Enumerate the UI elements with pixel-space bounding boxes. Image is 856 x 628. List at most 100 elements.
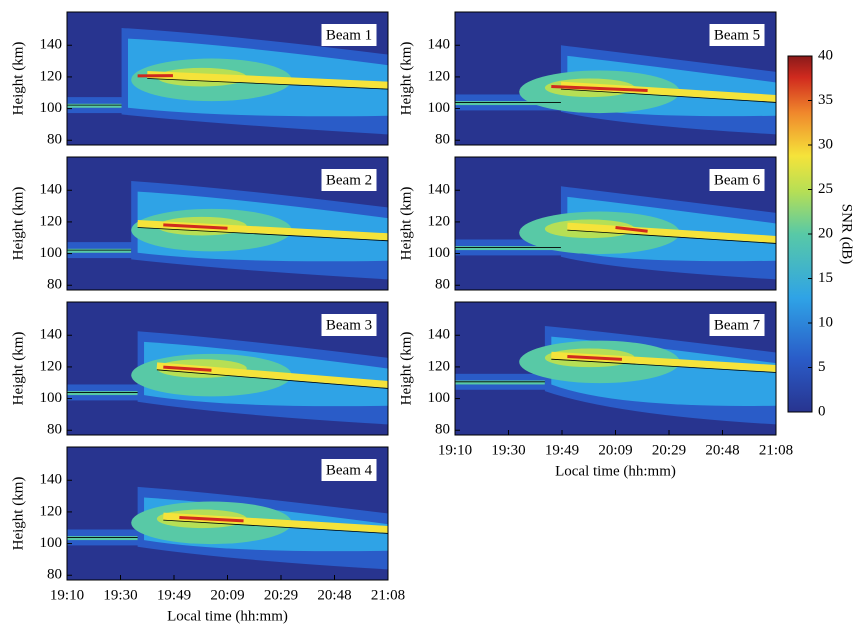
contour-line xyxy=(67,227,388,251)
y-tick-label: 140 xyxy=(428,182,451,198)
contour-line xyxy=(455,358,776,383)
y-tick-label: 120 xyxy=(40,213,63,229)
panel: 80 100 120 140 Height (km) Beam 1 xyxy=(10,11,389,148)
panel: 80 100 120 140 Height (km) Beam 5 xyxy=(398,11,777,148)
peak-layer xyxy=(615,226,648,233)
y-tick-label: 80 xyxy=(47,277,62,293)
y-tick-label: 80 xyxy=(47,422,62,438)
contour-line xyxy=(67,369,388,393)
x-tick-label: 20:48 xyxy=(705,442,739,458)
x-tick-label: 19:30 xyxy=(103,587,137,603)
y-tick-label: 120 xyxy=(40,503,63,519)
peak-layer xyxy=(179,515,244,523)
panel-title: Beam 1 xyxy=(326,27,372,43)
x-tick-label: 19:10 xyxy=(438,442,472,458)
y-tick-label: 100 xyxy=(428,390,451,406)
y-axis-label: Height (km) xyxy=(10,187,26,261)
peak-layer xyxy=(567,355,622,361)
y-tick-label: 80 xyxy=(435,422,450,438)
y-tick-label: 140 xyxy=(40,327,63,343)
colorbar: 0 5 10 15 20 25 30 35 40 SNR (dB) xyxy=(787,47,855,419)
y-axis-label: Height (km) xyxy=(10,332,26,406)
colorbar-tick-label: 20 xyxy=(818,225,833,241)
title-box xyxy=(321,24,377,46)
title-box xyxy=(709,24,765,46)
bright-layer xyxy=(567,222,776,243)
ambient-core xyxy=(455,380,545,385)
x-tick-label: 19:10 xyxy=(50,587,84,603)
y-tick-label: 80 xyxy=(47,567,62,583)
panel-title: Beam 4 xyxy=(326,462,373,478)
ambient-core xyxy=(455,246,561,251)
contour-area xyxy=(67,302,388,435)
ambient-core xyxy=(455,101,561,106)
peak-layer xyxy=(551,84,648,93)
x-axis-label: Local time (hh:mm) xyxy=(555,463,676,479)
bright-layer xyxy=(147,71,388,89)
colorbar-tick-label: 10 xyxy=(818,314,833,330)
contour-line xyxy=(67,519,388,538)
y-tick-label: 100 xyxy=(428,245,451,261)
contour-area xyxy=(67,447,388,580)
y-tick-label: 120 xyxy=(428,68,451,84)
panel-title: Beam 3 xyxy=(326,317,372,333)
y-tick-label: 120 xyxy=(40,358,63,374)
y-tick-label: 140 xyxy=(428,37,451,53)
panel-title: Beam 6 xyxy=(714,172,761,188)
y-tick-label: 120 xyxy=(40,68,63,84)
x-tick-label: 19:49 xyxy=(157,587,191,603)
frame xyxy=(66,11,389,146)
x-tick-label: 21:08 xyxy=(759,442,793,458)
x-tick-label: 21:08 xyxy=(371,587,405,603)
ambient-core xyxy=(67,536,138,541)
y-tick-label: 120 xyxy=(428,358,451,374)
colorbar-tick-label: 25 xyxy=(818,181,833,197)
y-tick-label: 140 xyxy=(40,472,63,488)
x-tick-label: 20:48 xyxy=(317,587,351,603)
panel: 80 100 120 140 Height (km) Beam 7 19:10 19:30 19… xyxy=(398,301,793,479)
title-box xyxy=(321,459,377,481)
contour-area xyxy=(455,12,776,145)
y-tick-label: 140 xyxy=(40,37,63,53)
x-tick-label: 19:30 xyxy=(491,442,525,458)
colorbar-tick-label: 40 xyxy=(818,47,833,63)
panel: 80 100 120 140 Height (km) Beam 2 xyxy=(10,156,389,293)
title-box xyxy=(321,314,377,336)
y-tick-label: 80 xyxy=(435,277,450,293)
colorbar-tick-label: 15 xyxy=(818,270,833,286)
peak-layer xyxy=(163,223,228,230)
y-axis-label: Height (km) xyxy=(10,477,26,551)
contour-line xyxy=(67,78,388,106)
y-tick-label: 100 xyxy=(40,390,63,406)
colorbar-tick-label: 0 xyxy=(818,403,826,419)
panel-title: Beam 5 xyxy=(714,27,760,43)
title-box xyxy=(321,169,377,191)
y-axis-label: Height (km) xyxy=(398,42,414,116)
y-tick-label: 100 xyxy=(40,100,63,116)
panel: 80 100 120 140 Height (km) Beam 4 19:10 19:30 19… xyxy=(10,446,405,624)
y-tick-label: 140 xyxy=(40,182,63,198)
panel-title: Beam 2 xyxy=(326,172,372,188)
colorbar-tick-label: 5 xyxy=(818,359,826,375)
y-axis-label: Height (km) xyxy=(10,42,26,116)
ambient-core xyxy=(67,103,122,108)
panel-title: Beam 7 xyxy=(714,317,761,333)
peak-layer xyxy=(163,365,212,372)
ambient-core xyxy=(67,391,138,396)
x-tick-label: 19:49 xyxy=(545,442,579,458)
y-tick-label: 100 xyxy=(428,100,451,116)
panel: 80 100 120 140 Height (km) Beam 6 xyxy=(398,156,777,293)
colorbar-tick-label: 35 xyxy=(818,92,833,108)
x-tick-label: 20:29 xyxy=(652,442,686,458)
contour-line xyxy=(455,229,776,248)
ambient-core xyxy=(67,248,132,253)
y-tick-label: 120 xyxy=(428,213,451,229)
colorbar-label: SNR (dB) xyxy=(839,204,855,264)
x-tick-label: 20:29 xyxy=(264,587,298,603)
x-axis-label: Local time (hh:mm) xyxy=(167,608,288,624)
y-tick-label: 100 xyxy=(40,245,63,261)
y-axis-label: Height (km) xyxy=(398,332,414,406)
y-tick-label: 80 xyxy=(47,132,62,148)
contour-line xyxy=(455,88,776,103)
